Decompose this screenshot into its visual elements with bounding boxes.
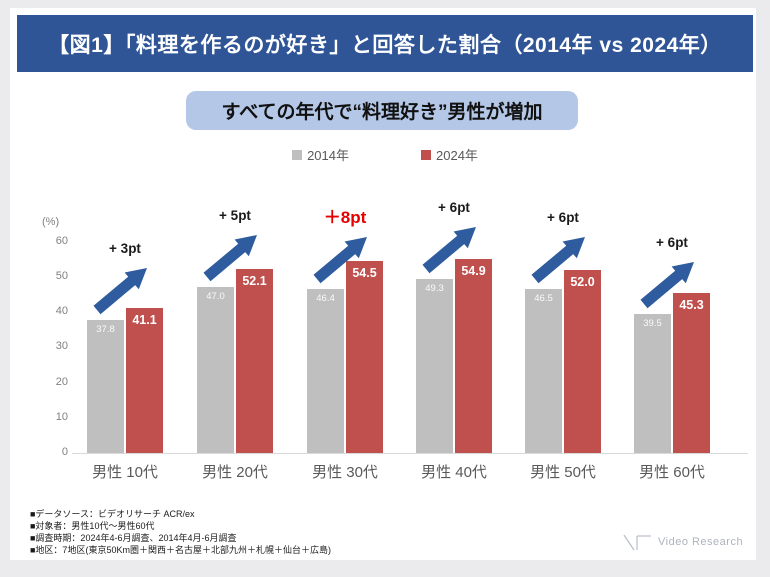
x-axis-label: 男性 60代 xyxy=(639,464,705,481)
increase-arrow-icon xyxy=(531,237,585,284)
video-research-logo-icon xyxy=(623,534,651,551)
key-message-text: すべての年代で“料理好き”男性が増加 xyxy=(221,102,543,123)
bar-2014-男性 50代: 46.5 xyxy=(525,289,562,453)
diff-annotation: + 6pt xyxy=(547,210,579,226)
bar-value-2014: 46.4 xyxy=(316,293,335,305)
bar-value-2014: 46.5 xyxy=(534,293,553,305)
video-research-logo-text: Video Research xyxy=(658,536,744,548)
y-axis-tick-0: 0 xyxy=(61,446,68,458)
bar-2014-男性 60代: 39.5 xyxy=(634,313,671,453)
bar-value-2014: 49.3 xyxy=(425,283,444,295)
key-message-box: すべての年代で“料理好き”男性が増加 xyxy=(186,91,578,130)
bar-2024-男性 60代: 45.3 xyxy=(673,293,710,453)
bar-2014-男性 40代: 49.3 xyxy=(416,279,453,453)
bar-value-2024: 45.3 xyxy=(679,298,704,313)
diff-annotation: ＋8pt xyxy=(323,208,367,228)
legend-item-2014: 2014年 xyxy=(292,145,349,164)
source-notes: ■データソース：ビデオリサーチ ACR/ex ■対象者：男性10代～男性60代 … xyxy=(30,508,331,556)
y-axis-tick-20: 20 xyxy=(55,375,68,388)
title-banner: 【図1】「料理を作るのが好き」と回答した割合（2014年 vs 2024年） xyxy=(17,15,753,72)
legend-label-2024: 2024年 xyxy=(436,148,478,163)
bar-value-2014: 39.5 xyxy=(643,317,662,329)
bar-value-2024: 52.1 xyxy=(242,274,267,289)
bar-value-2024: 52.0 xyxy=(570,274,595,289)
bar-value-2024: 41.1 xyxy=(132,313,157,328)
increase-arrow-icon xyxy=(640,261,694,308)
bar-2024-男性 30代: 54.5 xyxy=(346,260,383,453)
bar-2024-男性 10代: 41.1 xyxy=(126,308,163,453)
bar-2014-男性 10代: 37.8 xyxy=(87,319,124,453)
note-respondents: ■対象者：男性10代～男性60代 xyxy=(30,521,155,531)
increase-arrow-icon xyxy=(422,227,476,274)
bar-value-2014: 37.8 xyxy=(96,323,115,335)
video-research-logo: Video Research xyxy=(622,531,743,553)
legend-swatch-2014-icon xyxy=(292,149,303,160)
diff-annotation: + 5pt xyxy=(219,208,251,224)
bar-2024-男性 20代: 52.1 xyxy=(236,269,273,453)
increase-arrow-icon xyxy=(313,237,367,284)
note-area: ■地区：7地区(東京50Km圏＋関西＋名古屋＋北部九州＋札幌＋仙台＋広島) xyxy=(30,545,331,555)
x-axis-label: 男性 10代 xyxy=(92,464,158,481)
note-period: ■調査時期：2024年4-6月調査、2014年4月-6月調査 xyxy=(30,533,237,543)
y-axis-tick-50: 50 xyxy=(55,269,68,282)
bar-2014-男性 20代: 47.0 xyxy=(197,287,234,453)
diff-annotation: + 6pt xyxy=(438,200,470,216)
x-axis-baseline xyxy=(72,453,748,454)
y-axis-tick-40: 40 xyxy=(55,305,68,317)
bar-value-2024: 54.5 xyxy=(352,265,377,280)
x-axis-label: 男性 40代 xyxy=(421,464,487,481)
bar-value-2014: 47.0 xyxy=(206,291,225,303)
bar-value-2024: 54.9 xyxy=(461,264,486,279)
x-axis-label: 男性 30代 xyxy=(312,464,378,481)
y-axis-tick-30: 30 xyxy=(55,340,68,353)
legend-item-2024: 2024年 xyxy=(421,145,478,164)
increase-arrow-icon xyxy=(203,235,257,282)
page-title: 【図1】「料理を作るのが好き」と回答した割合（2014年 vs 2024年） xyxy=(48,33,722,57)
diff-annotation: + 3pt xyxy=(109,240,141,256)
increase-arrow-icon xyxy=(93,267,147,314)
bar-2024-男性 40代: 54.9 xyxy=(455,259,492,453)
legend-swatch-2024-icon xyxy=(421,149,431,160)
y-axis-tick-10: 10 xyxy=(55,410,68,423)
bar-2024-男性 50代: 52.0 xyxy=(564,269,601,453)
y-axis-unit-label: (%) xyxy=(42,216,60,228)
diff-annotation: + 6pt xyxy=(656,234,688,250)
bar-2014-男性 30代: 46.4 xyxy=(307,289,344,453)
x-axis-label: 男性 50代 xyxy=(530,464,596,481)
chart-legend: 2014年 2024年 xyxy=(0,145,770,164)
legend-label-2014: 2014年 xyxy=(307,148,349,163)
note-datasource: ■データソース：ビデオリサーチ ACR/ex xyxy=(30,509,195,519)
y-axis-tick-60: 60 xyxy=(55,234,68,247)
x-axis-label: 男性 20代 xyxy=(202,464,268,481)
